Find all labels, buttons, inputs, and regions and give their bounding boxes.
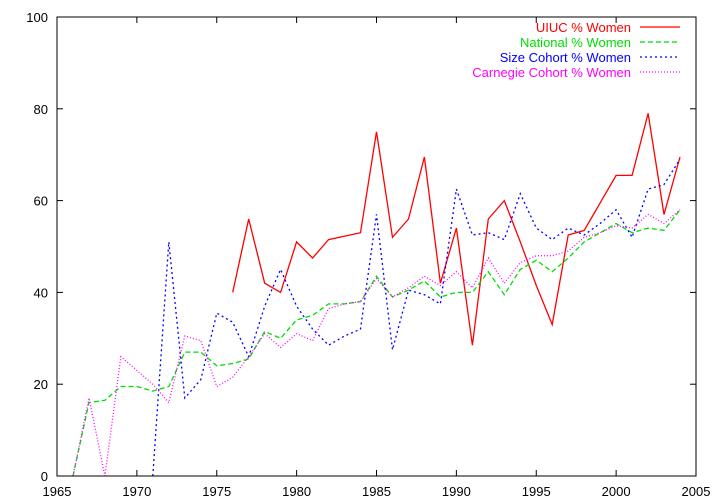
x-tick-label: 1965 xyxy=(43,484,72,499)
series-line-2 xyxy=(72,209,681,477)
x-tick-label: 1970 xyxy=(122,484,151,499)
x-tick-label: 2005 xyxy=(682,484,711,499)
y-tick-label: 0 xyxy=(41,469,48,484)
y-tick-label: 100 xyxy=(26,10,48,25)
x-tick-label: 1990 xyxy=(442,484,471,499)
x-tick-label: 2000 xyxy=(602,484,631,499)
axis-ticks: 1965 1970 1975 1980 1985 1990 1995 2000 2005 0 20 4… xyxy=(26,10,710,499)
legend-label-1: UIUC % Women xyxy=(536,20,631,35)
x-tick-label: 1975 xyxy=(202,484,231,499)
legend-label-2: National % Women xyxy=(520,35,631,50)
legend-label-3: Size Cohort % Women xyxy=(500,50,631,65)
x-tick-label: 1985 xyxy=(362,484,391,499)
y-tick-label: 80 xyxy=(34,102,48,117)
plot-lines xyxy=(72,113,681,477)
x-tick-label: 1980 xyxy=(282,484,311,499)
series-line-3 xyxy=(152,158,681,477)
series-line-1 xyxy=(232,113,681,346)
y-tick-label: 40 xyxy=(34,285,48,300)
legend-label-4: Carnegie Cohort % Women xyxy=(472,65,631,80)
series-line-4 xyxy=(72,209,681,477)
x-tick-label: 1995 xyxy=(522,484,551,499)
y-tick-label: 60 xyxy=(34,194,48,209)
y-tick-label: 20 xyxy=(34,377,48,392)
